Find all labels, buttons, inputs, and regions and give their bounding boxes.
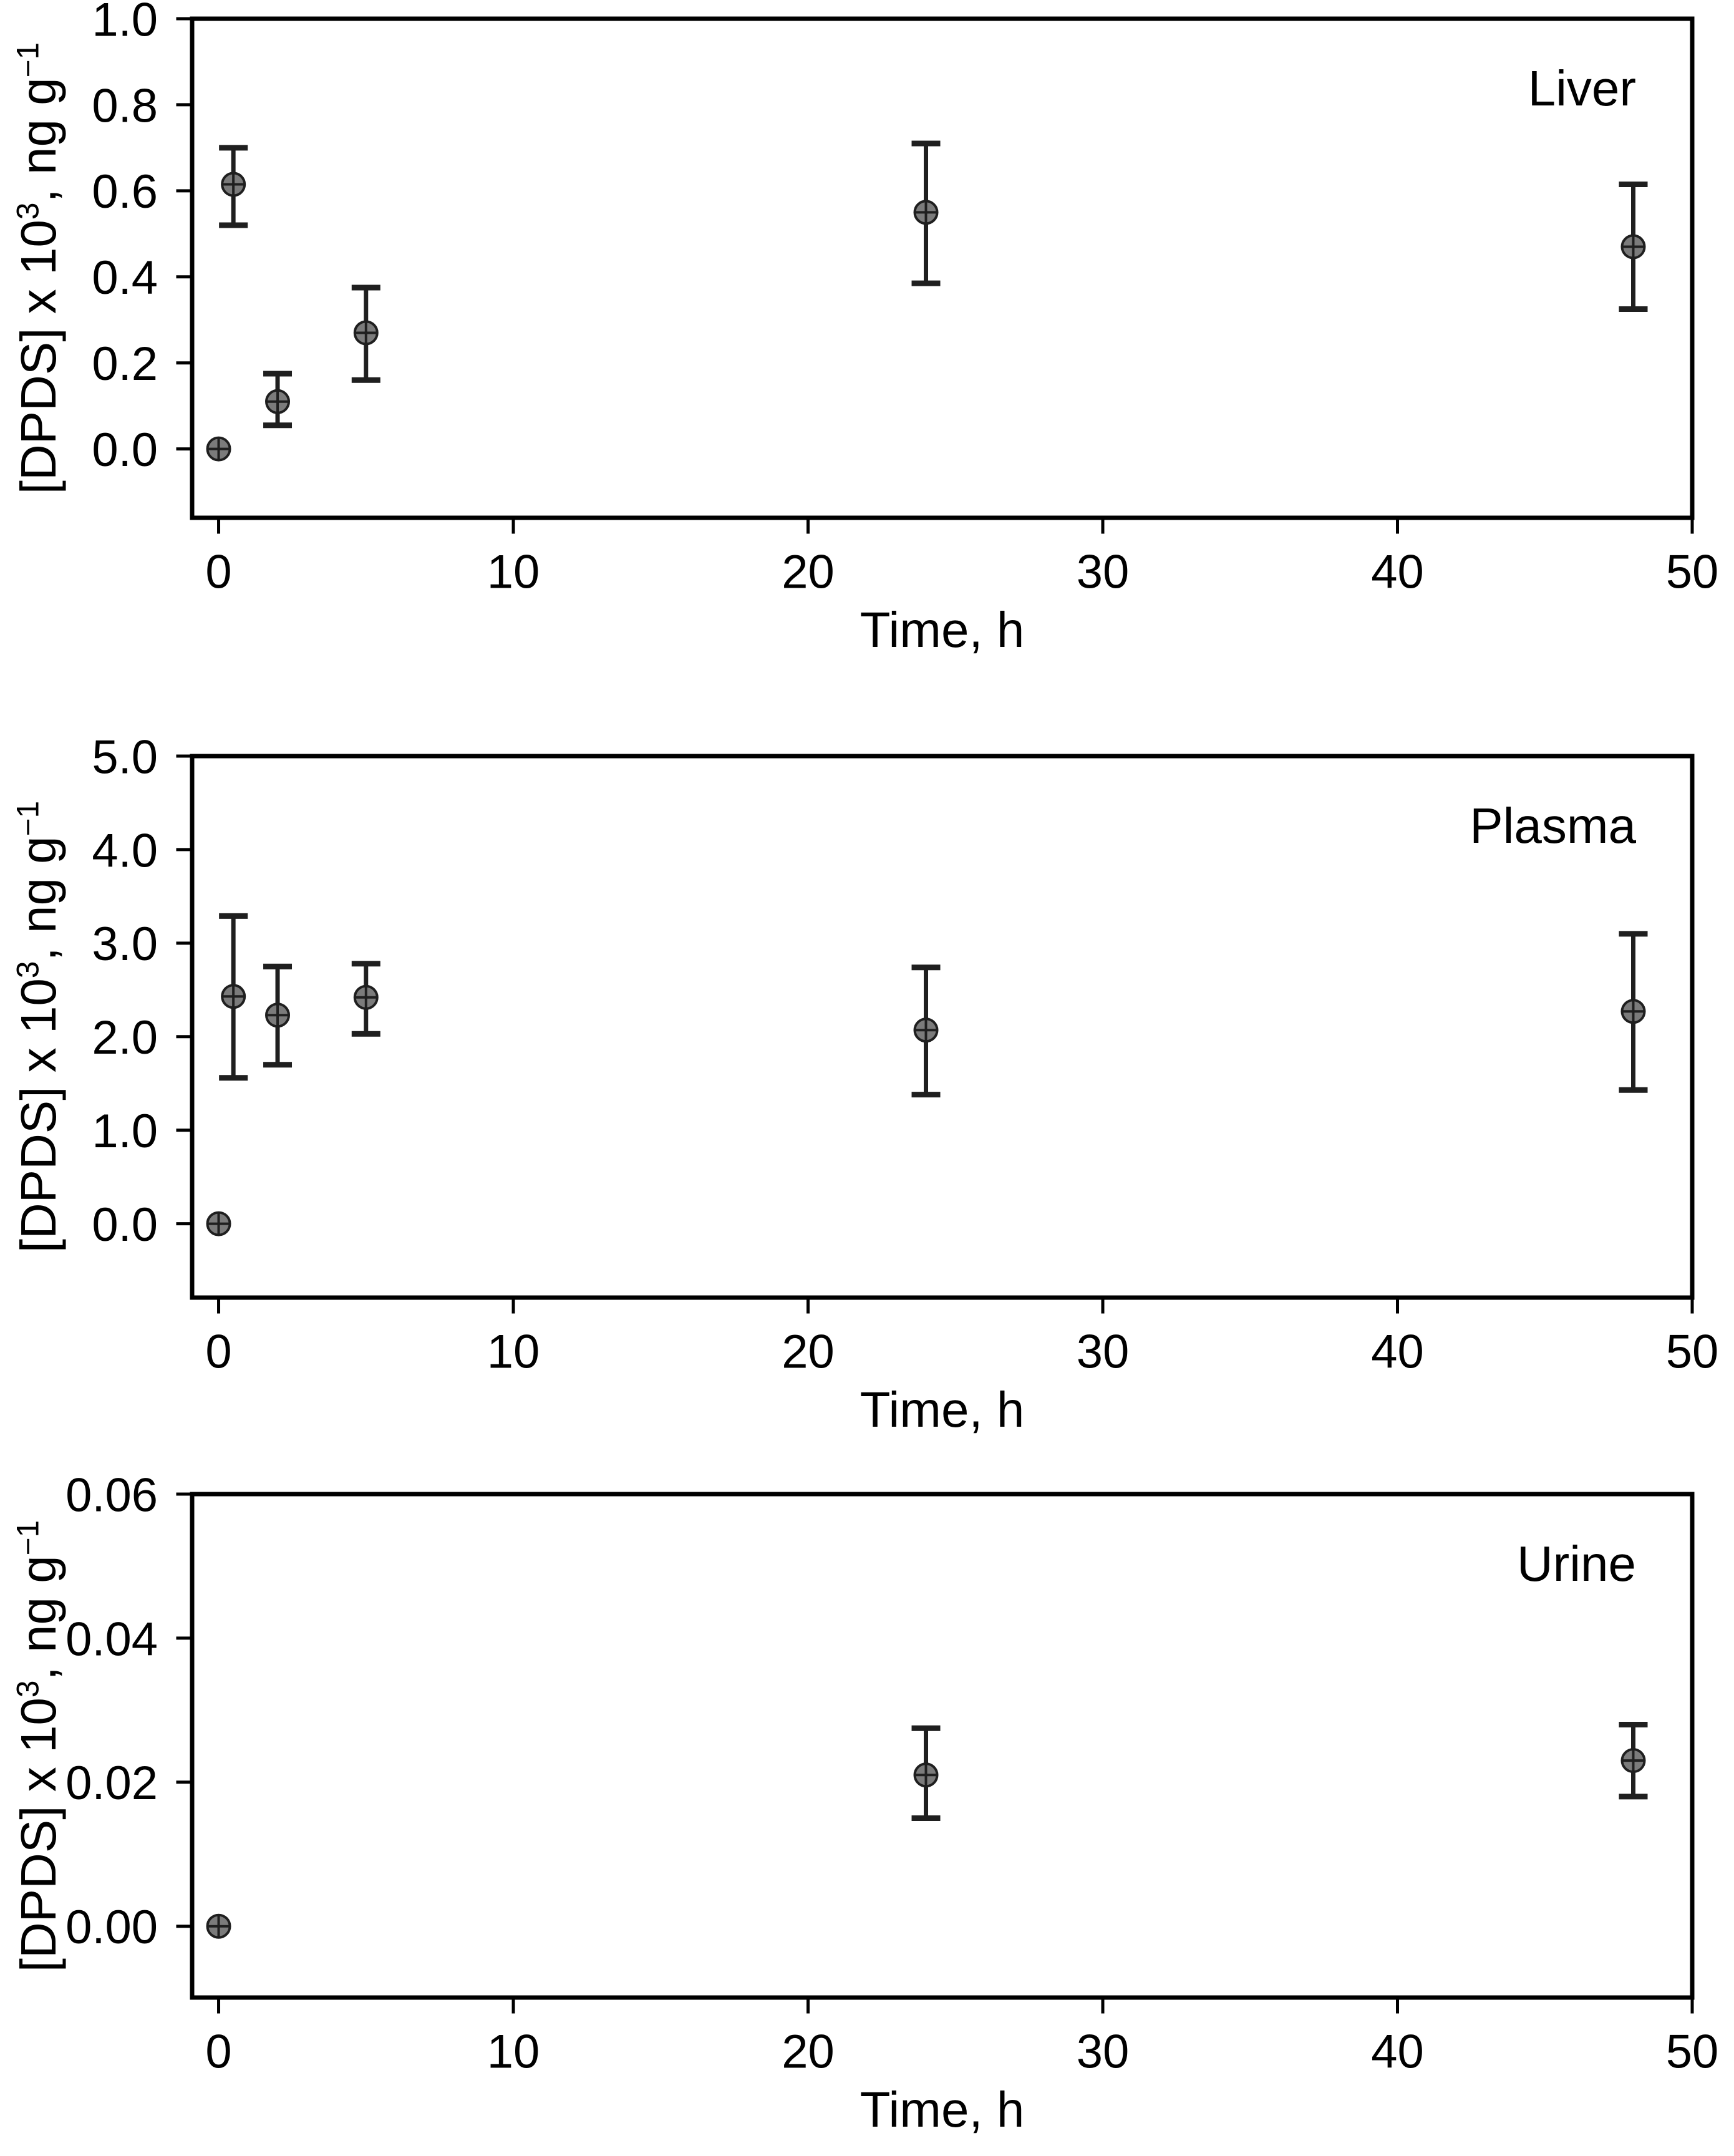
data-point-marker — [1620, 999, 1646, 1024]
y-title-superscript: −1 — [10, 1520, 46, 1555]
x-axis-tick-label: 20 — [782, 545, 835, 598]
data-point-marker — [353, 320, 379, 346]
plot-frame — [190, 16, 1695, 520]
x-axis-title: Time, h — [860, 602, 1025, 658]
data-point-marker — [913, 1017, 939, 1043]
y-title-prefix: [DPDS] x 10 — [11, 978, 66, 1253]
y-axis-tick-label: 0.8 — [92, 79, 158, 132]
y-title-superscript: 3 — [10, 1679, 46, 1697]
y-axis-title: [DPDS] x 103, ng g−1 — [10, 1520, 66, 1972]
y-axis-tick-label: 0.00 — [65, 1901, 158, 1954]
x-axis-tick-label: 0 — [205, 2025, 231, 2078]
data-point-marker — [1620, 1748, 1646, 1774]
y-axis-tick-label: 0.2 — [92, 337, 158, 391]
y-axis-tick-label: 4.0 — [92, 824, 158, 877]
plot-frame — [190, 1492, 1695, 2000]
data-point-marker — [206, 1211, 231, 1236]
x-axis-tick-label: 0 — [205, 1325, 231, 1378]
x-axis-tick-label: 10 — [487, 2025, 540, 2078]
data-point-marker — [913, 1762, 939, 1788]
y-title-units: , ng g — [11, 1555, 66, 1680]
x-axis-tick-label: 20 — [782, 1325, 835, 1378]
x-axis-tick-label: 20 — [782, 2025, 835, 2078]
y-title-prefix: [DPDS] x 10 — [11, 1697, 66, 1972]
data-point-marker — [206, 436, 231, 462]
panel-label-urine: Urine — [1516, 1536, 1636, 1591]
data-point-marker — [265, 389, 291, 414]
x-axis-tick-label: 50 — [1666, 1325, 1719, 1378]
x-axis-title: Time, h — [860, 1382, 1025, 1437]
x-axis-tick-label: 0 — [205, 545, 231, 598]
y-title-prefix: [DPDS] x 10 — [11, 220, 66, 495]
y-title-superscript: −1 — [10, 800, 46, 837]
x-axis-tick-label: 50 — [1666, 2025, 1719, 2078]
y-axis-tick-label: 0.0 — [92, 424, 158, 477]
data-point-marker — [206, 1913, 231, 1939]
y-axis-tick-label: 1.0 — [92, 0, 158, 46]
y-axis-tick-label: 2.0 — [92, 1011, 158, 1064]
y-title-superscript: 3 — [10, 202, 46, 220]
y-axis-title: [DPDS] x 103, ng g−1 — [10, 801, 66, 1253]
y-axis-tick-label: 1.0 — [92, 1105, 158, 1158]
y-title-superscript: −1 — [10, 42, 46, 78]
y-axis-tick-label: 0.06 — [65, 1469, 158, 1522]
panel-label-liver: Liver — [1528, 61, 1636, 116]
y-title-units: , ng g — [11, 77, 66, 203]
panel-label-plasma: Plasma — [1470, 798, 1636, 853]
x-axis-tick-label: 10 — [487, 545, 540, 598]
data-point-marker — [265, 1003, 291, 1028]
x-axis-title: Time, h — [860, 2082, 1025, 2137]
y-axis-tick-label: 0.6 — [92, 165, 158, 218]
y-axis-tick-label: 5.0 — [92, 731, 158, 784]
y-axis-tick-label: 3.0 — [92, 918, 158, 971]
x-axis-tick-label: 30 — [1077, 2025, 1130, 2078]
x-axis-tick-label: 50 — [1666, 545, 1719, 598]
y-axis-tick-label: 0.0 — [92, 1198, 158, 1251]
data-point-marker — [221, 172, 246, 197]
y-axis-tick-label: 0.4 — [92, 251, 158, 304]
x-axis-tick-label: 30 — [1077, 545, 1130, 598]
plot-frame — [190, 754, 1695, 1300]
y-title-superscript: 3 — [10, 961, 46, 979]
data-point-marker — [353, 984, 379, 1010]
x-axis-tick-label: 30 — [1077, 1325, 1130, 1378]
data-point-marker — [221, 984, 246, 1009]
y-axis-tick-label: 0.04 — [65, 1613, 158, 1666]
y-axis-tick-label: 0.02 — [65, 1757, 158, 1810]
x-axis-tick-label: 40 — [1371, 1325, 1424, 1378]
x-axis-tick-label: 40 — [1371, 2025, 1424, 2078]
y-axis-title: [DPDS] x 103, ng g−1 — [10, 42, 66, 495]
x-axis-tick-label: 10 — [487, 1325, 540, 1378]
data-point-marker — [913, 200, 939, 225]
x-axis-tick-label: 40 — [1371, 545, 1424, 598]
y-title-units: , ng g — [11, 836, 66, 961]
data-point-marker — [1620, 234, 1646, 260]
